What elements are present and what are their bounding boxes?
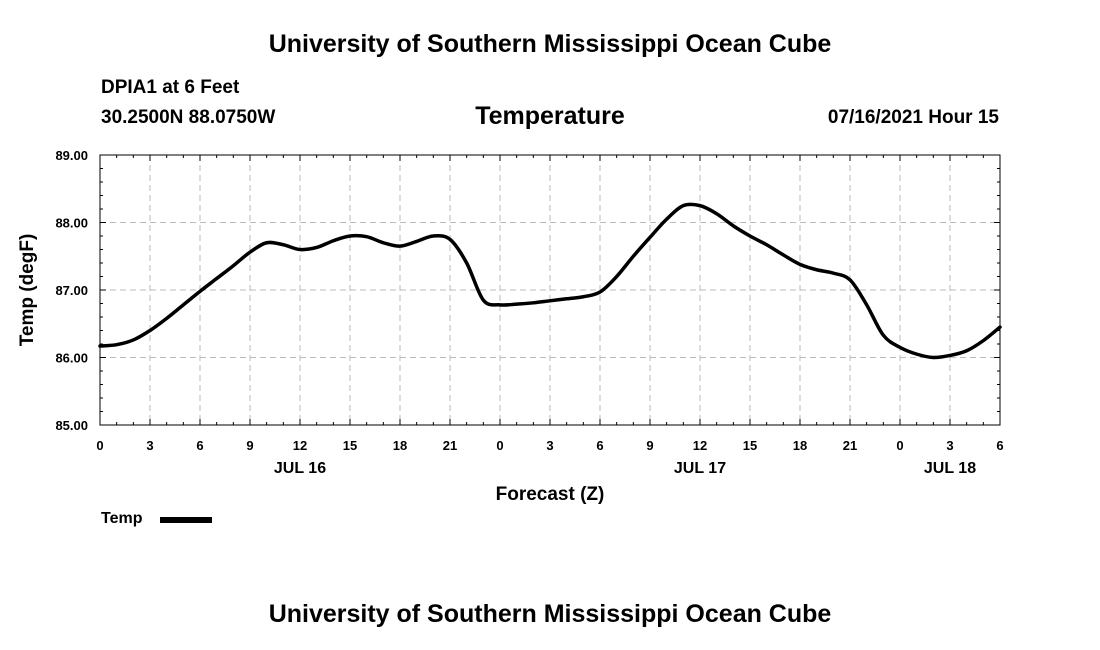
x-tick-label: 9 <box>246 438 253 453</box>
y-tick-label: 85.00 <box>55 418 88 433</box>
x-tick-label: 21 <box>843 438 857 453</box>
x-tick-label: 15 <box>743 438 757 453</box>
title-top: University of Southern Mississippi Ocean… <box>268 30 832 58</box>
x-tick-label: 18 <box>393 438 407 453</box>
y-axis-label: Temp (degF) <box>17 234 38 347</box>
x-tick-label: 3 <box>546 438 553 453</box>
date-label: JUL 16 <box>274 460 326 477</box>
x-tick-label: 6 <box>596 438 603 453</box>
legend-label: Temp <box>101 510 143 527</box>
x-tick-label: 15 <box>343 438 357 453</box>
x-tick-label: 6 <box>996 438 1003 453</box>
x-tick-label: 21 <box>443 438 457 453</box>
x-tick-label: 12 <box>293 438 307 453</box>
x-tick-label: 3 <box>946 438 953 453</box>
variable-title: Temperature <box>475 102 625 130</box>
x-tick-label: 0 <box>896 438 903 453</box>
coordinates-label: 30.2500N 88.0750W <box>101 107 276 128</box>
x-tick-label: 0 <box>496 438 503 453</box>
date-label: JUL 18 <box>924 460 976 477</box>
y-tick-label: 88.00 <box>55 216 88 231</box>
y-tick-label: 86.00 <box>55 351 88 366</box>
plot-frame <box>99 154 1001 426</box>
series-line-temp <box>98 202 1002 360</box>
x-tick-label: 3 <box>146 438 153 453</box>
y-tick-label: 89.00 <box>55 148 88 163</box>
title-bottom: University of Southern Mississippi Ocean… <box>268 600 832 628</box>
x-tick-label: 9 <box>646 438 653 453</box>
station-label: DPIA1 at 6 Feet <box>101 77 240 98</box>
x-tick-label: 6 <box>196 438 203 453</box>
x-axis-label: Forecast (Z) <box>496 484 605 505</box>
x-tick-label: 18 <box>793 438 807 453</box>
forecast-datetime: 07/16/2021 Hour 15 <box>827 107 999 128</box>
y-tick-label: 87.00 <box>55 283 88 298</box>
x-tick-label: 12 <box>693 438 707 453</box>
x-tick-label: 0 <box>96 438 103 453</box>
legend-line-swatch <box>160 517 212 523</box>
date-label: JUL 17 <box>674 460 726 477</box>
